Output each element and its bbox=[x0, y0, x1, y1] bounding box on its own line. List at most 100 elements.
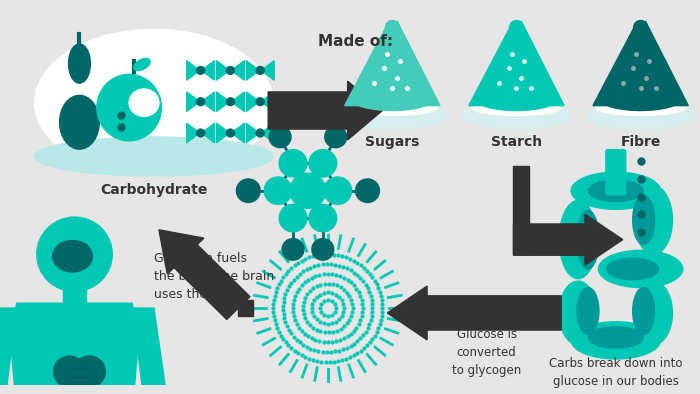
Ellipse shape bbox=[633, 195, 655, 245]
Polygon shape bbox=[62, 288, 86, 303]
Ellipse shape bbox=[35, 29, 273, 176]
Polygon shape bbox=[55, 377, 104, 394]
Polygon shape bbox=[593, 22, 688, 106]
Ellipse shape bbox=[589, 180, 643, 201]
Ellipse shape bbox=[49, 237, 97, 276]
Polygon shape bbox=[232, 123, 244, 143]
Polygon shape bbox=[261, 123, 274, 143]
Ellipse shape bbox=[134, 58, 150, 71]
Polygon shape bbox=[187, 61, 199, 80]
Polygon shape bbox=[261, 92, 274, 112]
Ellipse shape bbox=[197, 67, 204, 74]
Polygon shape bbox=[261, 61, 274, 80]
Text: Fibre: Fibre bbox=[620, 135, 661, 149]
Circle shape bbox=[36, 217, 112, 292]
Circle shape bbox=[324, 177, 351, 204]
Circle shape bbox=[74, 356, 105, 387]
Ellipse shape bbox=[635, 281, 673, 345]
Text: Glycogen fuels
the body; the brain
uses the most: Glycogen fuels the body; the brain uses … bbox=[154, 252, 274, 301]
Circle shape bbox=[279, 150, 307, 177]
Ellipse shape bbox=[472, 100, 561, 115]
Polygon shape bbox=[344, 22, 440, 106]
Ellipse shape bbox=[577, 288, 599, 335]
Ellipse shape bbox=[353, 89, 432, 110]
FancyArrow shape bbox=[268, 81, 382, 140]
Circle shape bbox=[290, 173, 326, 208]
Ellipse shape bbox=[601, 89, 680, 110]
FancyArrow shape bbox=[387, 286, 561, 340]
Ellipse shape bbox=[35, 137, 273, 176]
Ellipse shape bbox=[571, 172, 661, 209]
Text: Carbs break down into
glucose in our bodies: Carbs break down into glucose in our bod… bbox=[549, 357, 682, 388]
Circle shape bbox=[237, 179, 260, 203]
FancyArrow shape bbox=[159, 230, 250, 320]
Ellipse shape bbox=[586, 102, 695, 129]
Ellipse shape bbox=[256, 129, 264, 137]
Ellipse shape bbox=[227, 67, 235, 74]
Circle shape bbox=[279, 204, 307, 232]
Polygon shape bbox=[469, 22, 564, 106]
Circle shape bbox=[325, 126, 346, 148]
Polygon shape bbox=[246, 92, 259, 112]
Circle shape bbox=[309, 150, 337, 177]
Polygon shape bbox=[232, 92, 244, 112]
Ellipse shape bbox=[386, 20, 399, 34]
Text: Glucose is
converted
to glycogen: Glucose is converted to glycogen bbox=[452, 328, 522, 377]
Ellipse shape bbox=[348, 100, 437, 115]
Ellipse shape bbox=[73, 249, 92, 263]
Ellipse shape bbox=[634, 20, 648, 34]
Ellipse shape bbox=[60, 95, 99, 149]
Ellipse shape bbox=[97, 74, 162, 141]
Ellipse shape bbox=[69, 44, 90, 83]
Ellipse shape bbox=[571, 322, 661, 359]
Ellipse shape bbox=[129, 89, 159, 116]
Ellipse shape bbox=[559, 201, 597, 279]
Ellipse shape bbox=[510, 20, 524, 34]
Polygon shape bbox=[187, 92, 199, 112]
Ellipse shape bbox=[462, 102, 571, 129]
Ellipse shape bbox=[596, 100, 685, 115]
Polygon shape bbox=[216, 61, 230, 80]
Ellipse shape bbox=[227, 98, 235, 106]
Polygon shape bbox=[0, 308, 17, 394]
Circle shape bbox=[54, 356, 85, 387]
Ellipse shape bbox=[337, 102, 447, 129]
FancyArrow shape bbox=[514, 214, 623, 265]
Ellipse shape bbox=[52, 249, 73, 263]
Ellipse shape bbox=[57, 242, 88, 251]
Ellipse shape bbox=[635, 186, 673, 254]
Polygon shape bbox=[216, 123, 230, 143]
Circle shape bbox=[356, 179, 379, 203]
Ellipse shape bbox=[559, 281, 597, 345]
Ellipse shape bbox=[256, 67, 264, 74]
Polygon shape bbox=[10, 303, 139, 394]
Circle shape bbox=[282, 239, 304, 260]
Polygon shape bbox=[246, 61, 259, 80]
Polygon shape bbox=[202, 61, 214, 80]
Ellipse shape bbox=[633, 288, 655, 335]
Ellipse shape bbox=[577, 210, 599, 269]
Text: Starch: Starch bbox=[491, 135, 542, 149]
Text: Made of:: Made of: bbox=[318, 34, 393, 49]
Circle shape bbox=[264, 177, 292, 204]
Circle shape bbox=[270, 126, 291, 148]
Polygon shape bbox=[514, 166, 529, 254]
Polygon shape bbox=[246, 123, 259, 143]
Ellipse shape bbox=[477, 89, 556, 110]
FancyBboxPatch shape bbox=[606, 150, 626, 195]
Ellipse shape bbox=[598, 250, 682, 288]
Circle shape bbox=[312, 239, 334, 260]
Circle shape bbox=[309, 204, 337, 232]
Ellipse shape bbox=[227, 129, 235, 137]
Text: Sugars: Sugars bbox=[365, 135, 419, 149]
Polygon shape bbox=[232, 61, 244, 80]
Ellipse shape bbox=[52, 241, 92, 272]
Ellipse shape bbox=[197, 98, 204, 106]
Polygon shape bbox=[187, 123, 199, 143]
Polygon shape bbox=[202, 92, 214, 112]
Ellipse shape bbox=[197, 129, 204, 137]
Ellipse shape bbox=[607, 258, 659, 280]
Ellipse shape bbox=[256, 98, 264, 106]
Polygon shape bbox=[216, 92, 230, 112]
Polygon shape bbox=[202, 123, 214, 143]
